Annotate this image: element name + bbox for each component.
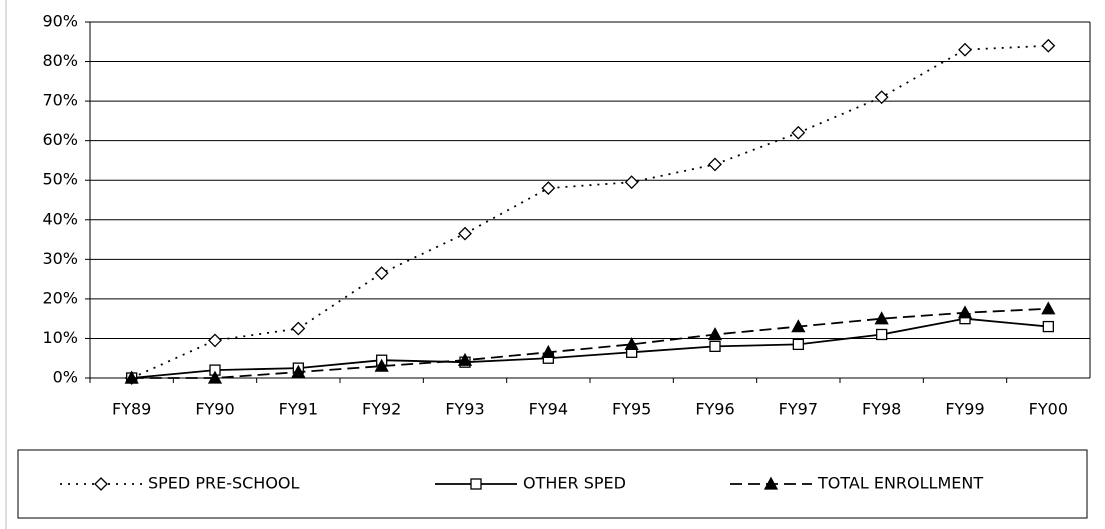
- x-tick-label: FY99: [945, 400, 984, 419]
- series-line: [131, 317, 1049, 379]
- data-point: [707, 327, 723, 341]
- legend-box: [17, 449, 1088, 519]
- series-line: [131, 44, 1049, 379]
- data-point: [458, 226, 472, 241]
- legend-marker: [94, 477, 108, 491]
- y-tick-label: 50%: [42, 170, 78, 189]
- data-point: [291, 321, 306, 336]
- data-point: [1041, 38, 1056, 53]
- data-point: [958, 42, 972, 57]
- y-tick-label: 30%: [42, 249, 78, 268]
- y-tick-label: 90%: [42, 12, 78, 31]
- data-point: [792, 338, 804, 351]
- y-tick-label: 20%: [42, 288, 78, 307]
- data-point: [791, 319, 806, 333]
- data-point: [876, 328, 888, 341]
- legend-label: TOTAL ENROLLMENT: [817, 474, 983, 493]
- data-point: [874, 311, 889, 325]
- data-point: [624, 337, 639, 351]
- data-point: [457, 352, 473, 366]
- legend-marker: [763, 476, 779, 490]
- y-tick-label: 80%: [42, 51, 78, 70]
- data-point: [624, 175, 639, 190]
- data-point: [1042, 320, 1054, 333]
- x-tick-label: FY89: [112, 400, 151, 419]
- x-tick-label: FY98: [862, 400, 901, 419]
- data-point: [207, 370, 223, 384]
- data-point: [374, 266, 389, 281]
- y-tick-label: 10%: [42, 328, 78, 347]
- data-point: [874, 90, 889, 105]
- x-tick-label: FY91: [279, 400, 318, 419]
- data-point: [709, 340, 721, 353]
- legend-marker: [470, 478, 482, 490]
- legend-label: OTHER SPED: [523, 474, 626, 493]
- x-tick-label: FY90: [195, 400, 234, 419]
- data-point: [1041, 301, 1056, 315]
- legend-label: SPED PRE-SCHOOL: [148, 474, 300, 493]
- data-point: [124, 370, 139, 384]
- data-point: [791, 125, 806, 140]
- x-tick-label: FY94: [529, 400, 568, 419]
- x-tick-label: FY95: [612, 400, 651, 419]
- x-tick-label: FY93: [445, 400, 484, 419]
- data-point: [541, 181, 556, 196]
- y-tick-label: 40%: [42, 209, 78, 228]
- data-point: [374, 358, 389, 372]
- data-point: [957, 305, 973, 319]
- y-tick-label: 0%: [53, 368, 78, 387]
- data-point: [208, 333, 222, 348]
- data-point: [291, 364, 306, 378]
- x-tick-label: FY96: [695, 400, 734, 419]
- series-line: [131, 307, 1049, 379]
- x-tick-label: FY97: [779, 400, 818, 419]
- y-tick-label: 60%: [42, 130, 78, 149]
- data-point: [541, 344, 556, 358]
- x-tick-label: FY00: [1029, 400, 1068, 419]
- y-tick-label: 70%: [42, 91, 78, 110]
- x-tick-label: FY92: [362, 400, 401, 419]
- data-point: [708, 157, 722, 172]
